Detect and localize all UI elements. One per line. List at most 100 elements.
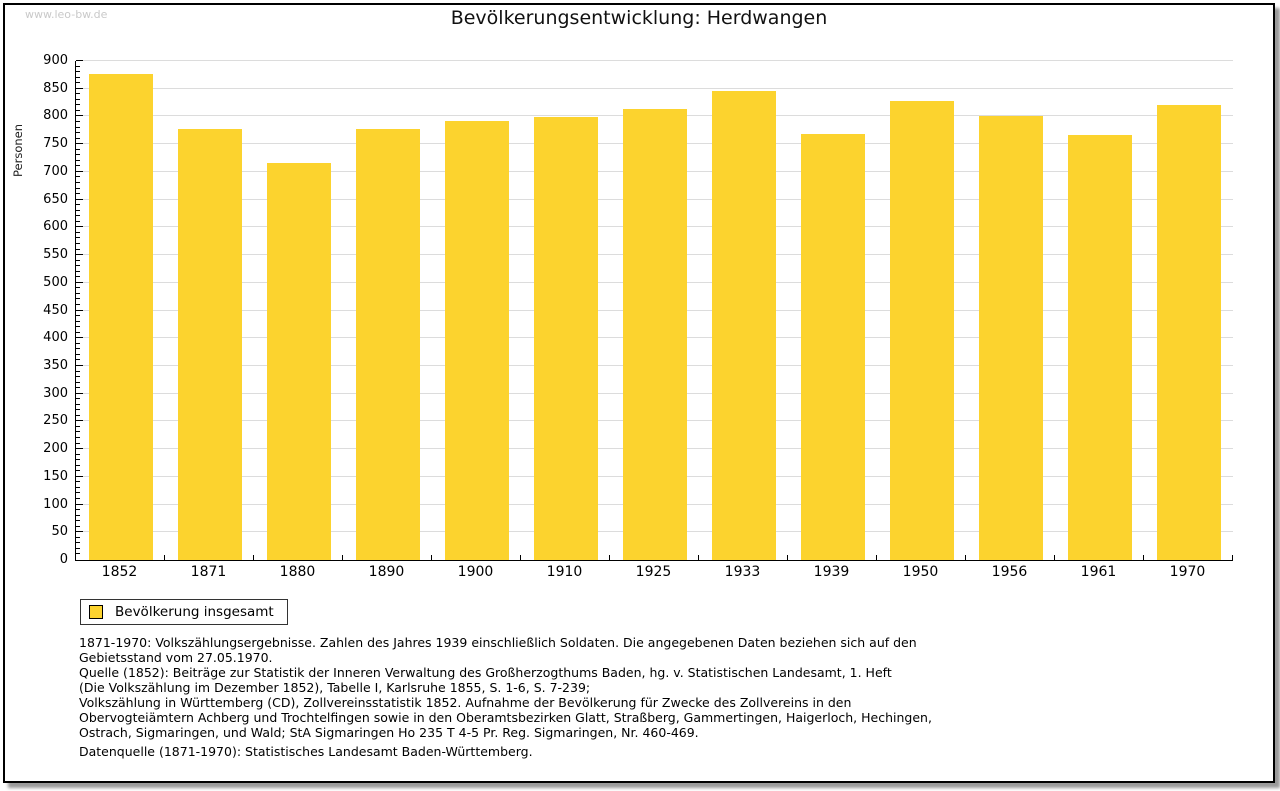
y-minor-tick <box>76 326 80 328</box>
y-minor-tick <box>76 536 80 538</box>
y-minor-tick <box>76 459 80 461</box>
x-tick-label: 1939 <box>813 564 850 580</box>
y-minor-tick <box>76 71 80 73</box>
legend-swatch-icon <box>89 605 103 619</box>
y-minor-tick <box>76 98 80 100</box>
y-minor-tick <box>76 204 80 206</box>
bar-1950 <box>889 101 954 560</box>
y-minor-tick <box>76 425 80 427</box>
x-boundary-tick <box>520 555 521 560</box>
y-minor-tick <box>76 398 80 400</box>
y-minor-tick <box>76 331 80 333</box>
y-tick-label: 250 <box>43 413 68 429</box>
page-title: Bevölkerungsentwicklung: Herdwangen <box>450 7 828 29</box>
bar-1961 <box>1067 135 1132 560</box>
x-boundary-tick <box>431 555 432 560</box>
y-minor-tick <box>76 109 80 111</box>
y-tick-label: 150 <box>43 468 68 484</box>
y-minor-tick <box>76 154 80 156</box>
x-tick-label: 1961 <box>1080 564 1117 580</box>
footnotes: 1871-1970: Volkszählungsergebnisse. Zahl… <box>79 635 1219 763</box>
y-major-tick <box>76 87 83 89</box>
y-minor-tick <box>76 259 80 261</box>
y-minor-tick <box>76 242 80 244</box>
y-minor-tick <box>76 525 80 527</box>
y-minor-tick <box>76 193 80 195</box>
y-minor-tick <box>76 437 80 439</box>
legend-label: Bevölkerung insgesamt <box>115 604 274 620</box>
y-minor-tick <box>76 215 80 217</box>
y-minor-tick <box>76 381 80 383</box>
x-boundary-tick <box>609 555 610 560</box>
y-tick-label: 850 <box>43 80 68 96</box>
y-minor-tick <box>76 270 80 272</box>
y-major-tick <box>76 503 83 505</box>
x-tick-label: 1956 <box>991 564 1028 580</box>
y-minor-tick <box>76 353 80 355</box>
y-minor-tick <box>76 303 80 305</box>
x-tick-label: 1925 <box>635 564 672 580</box>
y-tick-label: 700 <box>43 163 68 179</box>
footnote-line: Volkszählung in Württemberg (CD), Zollve… <box>79 695 852 710</box>
y-minor-tick <box>76 132 80 134</box>
x-boundary-tick <box>1054 555 1055 560</box>
y-minor-tick <box>76 181 80 183</box>
footnote-line: 1871-1970: Volkszählungsergebnisse. Zahl… <box>79 635 917 650</box>
y-minor-tick <box>76 126 80 128</box>
y-major-tick <box>76 531 83 533</box>
bar-1933 <box>711 91 776 560</box>
y-major-tick <box>76 392 83 394</box>
y-minor-tick <box>76 148 80 150</box>
y-minor-tick <box>76 298 80 300</box>
y-minor-tick <box>76 209 80 211</box>
y-minor-tick <box>76 387 80 389</box>
bar-1956 <box>978 116 1043 560</box>
x-tick-label: 1950 <box>902 564 939 580</box>
bar-1900 <box>444 121 509 560</box>
y-minor-tick <box>76 348 80 350</box>
footnote-line: Ostrach, Sigmaringen, und Wald; StA Sigm… <box>79 725 699 740</box>
y-tick-label: 0 <box>59 552 68 567</box>
gridline <box>76 60 1233 61</box>
y-minor-tick <box>76 342 80 344</box>
y-tick-label: 400 <box>43 330 68 346</box>
x-tick-label: 1871 <box>190 564 227 580</box>
y-minor-tick <box>76 486 80 488</box>
y-major-tick <box>76 420 83 422</box>
x-tick-label: 1933 <box>724 564 761 580</box>
y-major-tick <box>76 475 83 477</box>
footnote-line: Datenquelle (1871-1970): Statistisches L… <box>79 744 533 759</box>
chart: Personen 0 50 100 150 200 250 300 350 400 450 500 5… <box>11 54 1233 580</box>
y-major-tick <box>76 281 83 283</box>
y-minor-tick <box>76 121 80 122</box>
y-minor-tick <box>76 359 80 361</box>
y-tick-label: 100 <box>43 496 68 512</box>
footnote-line: Gebietsstand vom 27.05.1970. <box>79 650 273 665</box>
y-tick-label: 600 <box>43 219 68 235</box>
x-boundary-tick <box>1143 555 1144 560</box>
x-boundary-tick <box>787 555 788 560</box>
y-minor-tick <box>76 176 80 178</box>
y-tick-label: 350 <box>43 357 68 373</box>
y-axis-labels: 0 50 100 150 200 250 300 350 400 450 500 550 600 650 7… <box>28 54 68 567</box>
y-minor-tick <box>76 292 80 294</box>
site-watermark: www.leo-bw.de <box>25 8 108 21</box>
y-minor-tick <box>76 409 80 411</box>
y-major-tick <box>76 60 83 61</box>
page-frame: www.leo-bw.de Bevölkerungsentwicklung: H… <box>3 3 1275 783</box>
y-tick-label: 900 <box>43 53 68 68</box>
y-tick-label: 800 <box>43 108 68 124</box>
y-major-tick <box>76 143 83 145</box>
y-minor-tick <box>76 414 80 416</box>
y-minor-tick <box>76 470 80 472</box>
y-tick-label: 200 <box>43 441 68 457</box>
x-boundary-tick <box>253 555 254 560</box>
y-minor-tick <box>76 542 80 544</box>
y-minor-tick <box>76 547 80 549</box>
y-minor-tick <box>76 65 80 67</box>
y-minor-tick <box>76 276 80 278</box>
y-minor-tick <box>76 93 80 95</box>
y-minor-tick <box>76 514 80 516</box>
y-minor-tick <box>76 220 80 222</box>
footnote-line: Quelle (1852): Beiträge zur Statistik de… <box>79 665 892 680</box>
